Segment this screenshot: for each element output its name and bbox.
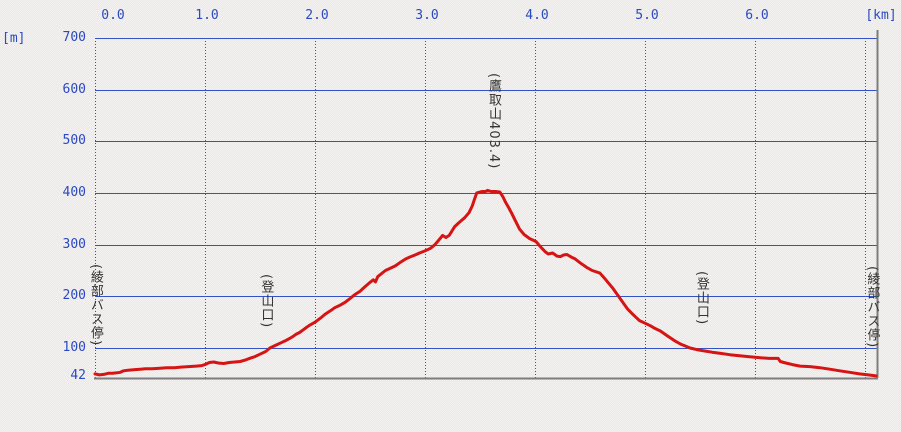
y-tick-label-300: 300 — [62, 236, 86, 252]
y-tick-label-700: 700 — [62, 30, 86, 45]
x-tick-label-2.0: 2.0 — [305, 8, 329, 23]
y-tick-label-600: 600 — [62, 81, 86, 97]
annotation-label-4: (綾部バス停) — [864, 266, 880, 349]
y-tick-label-200: 200 — [62, 288, 86, 304]
annotation-label-0: (綾部バス停) — [87, 264, 103, 347]
annotation-label-3: (登山口) — [693, 271, 709, 326]
x-tick-label-5.0: 5.0 — [635, 8, 659, 23]
y-axis-unit-label: [m] — [2, 31, 26, 46]
x-axis-unit-label: [km] — [865, 8, 897, 23]
elevation-profile-line — [93, 188, 878, 378]
x-tick-label-1.0: 1.0 — [195, 8, 219, 23]
x-tick-label-0.0: 0.0 — [101, 8, 125, 23]
y-tick-label-400: 400 — [62, 185, 86, 200]
y-tick-label-100: 100 — [62, 340, 86, 356]
x-tick-label-3.0: 3.0 — [415, 8, 439, 23]
annotation-label-1: (登山口) — [258, 274, 274, 329]
y-tick-label-500: 500 — [62, 133, 86, 149]
x-tick-label-4.0: 4.0 — [525, 8, 549, 23]
y-min-label: 42 — [70, 368, 86, 383]
annotation-label-2: (鷹取山403.4) — [486, 73, 502, 170]
x-tick-label-6.0: 6.0 — [745, 8, 769, 23]
